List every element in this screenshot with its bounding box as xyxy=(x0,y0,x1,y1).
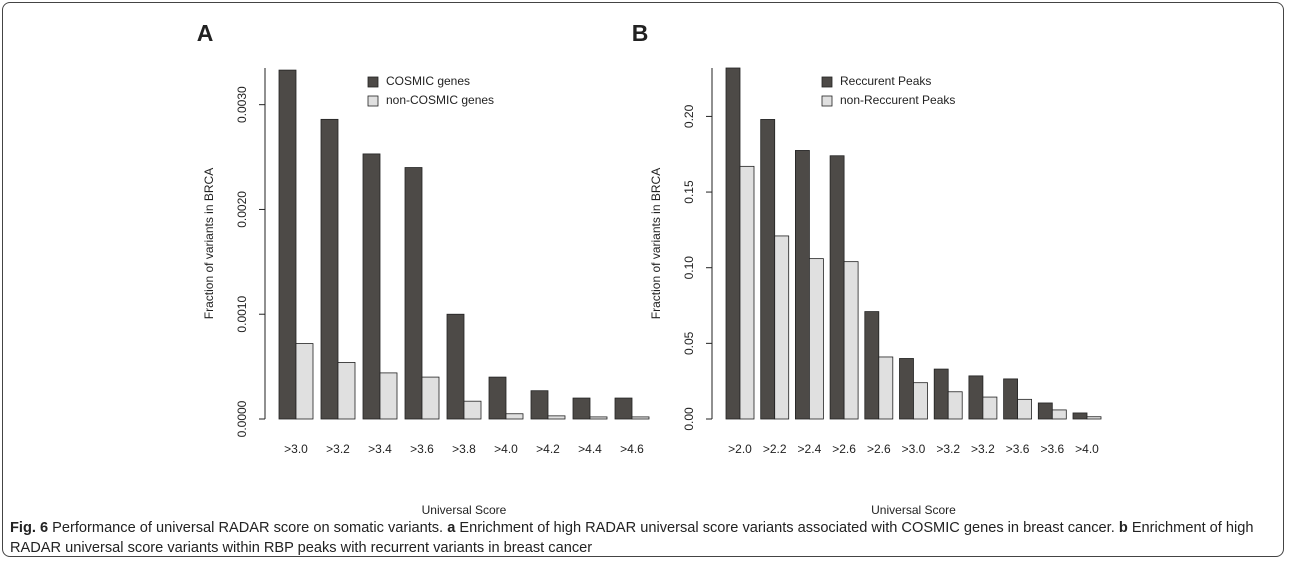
x-tick-label: >3.6 xyxy=(410,442,434,456)
y-tick-label: 0.15 xyxy=(682,180,696,204)
bar xyxy=(446,313,465,420)
x-tick-label: >4.4 xyxy=(578,442,602,456)
bar xyxy=(760,119,776,420)
x-axis-title: Universal Score xyxy=(422,503,507,515)
bar xyxy=(774,235,790,420)
legend-label: non-Reccurent Peaks xyxy=(840,93,955,107)
y-tick-label: 0.0030 xyxy=(235,86,249,123)
bar xyxy=(829,155,845,420)
legend-swatch xyxy=(821,95,833,107)
caption-title: Performance of universal RADAR score on … xyxy=(52,520,444,536)
bar xyxy=(295,343,314,420)
figure-frame xyxy=(2,2,1284,557)
x-tick-label: >2.0 xyxy=(728,442,752,456)
bar xyxy=(362,153,381,420)
caption-part-label: a xyxy=(447,520,456,536)
bar xyxy=(878,356,894,420)
bar xyxy=(488,376,507,420)
x-tick-label: >2.6 xyxy=(867,442,891,456)
x-tick-label: >3.2 xyxy=(326,442,350,456)
legend-swatch xyxy=(367,95,379,107)
bar xyxy=(278,69,297,420)
bar xyxy=(530,390,549,420)
caption-part-label: b xyxy=(1118,520,1128,536)
x-tick-label: >4.0 xyxy=(1075,442,1099,456)
y-tick-label: 0.0020 xyxy=(235,191,249,228)
x-tick-label: >3.6 xyxy=(1006,442,1030,456)
legend-label: non-COSMIC genes xyxy=(386,93,494,107)
bar xyxy=(631,416,650,420)
bar xyxy=(505,413,524,420)
x-tick-label: >3.0 xyxy=(284,442,308,456)
bar xyxy=(947,391,963,420)
x-tick-label: >4.2 xyxy=(536,442,560,456)
legend-swatch xyxy=(367,76,379,88)
y-tick-label: 0.0000 xyxy=(235,400,249,437)
bar xyxy=(864,311,880,420)
bar xyxy=(725,67,741,420)
bar xyxy=(739,165,755,420)
bar xyxy=(379,372,398,420)
x-tick-label: >2.6 xyxy=(832,442,856,456)
y-axis-title: Fraction of variants in BRCA xyxy=(202,168,216,319)
x-tick-label: >2.2 xyxy=(763,442,787,456)
bar xyxy=(843,261,859,420)
bar xyxy=(809,258,824,420)
y-tick-label: 0.0010 xyxy=(235,296,249,333)
x-tick-label: >3.2 xyxy=(971,442,995,456)
panel-label: B xyxy=(632,20,649,46)
panel-label: A xyxy=(197,20,214,46)
charts: A 0.0000 0.0010 0.0020 0.0030 Fraction of var… xyxy=(197,20,1102,515)
y-axis-title: Fraction of variants in BRCA xyxy=(649,168,663,319)
bar xyxy=(337,362,356,420)
caption-part-text: Enrichment of high RADAR universal score… xyxy=(10,520,1254,556)
x-tick-label: >3.2 xyxy=(936,442,960,456)
bar xyxy=(899,358,914,420)
x-tick-label: >3.0 xyxy=(902,442,926,456)
bar xyxy=(614,397,633,420)
bar xyxy=(463,400,482,420)
bar xyxy=(1003,378,1018,420)
x-tick-label: >3.6 xyxy=(1040,442,1064,456)
bar xyxy=(913,382,928,420)
x-tick-label: >3.4 xyxy=(368,442,392,456)
y-tick-label: 0.05 xyxy=(682,331,696,355)
bar xyxy=(795,150,810,420)
y-tick-label: 0.00 xyxy=(682,407,696,431)
bar xyxy=(1037,402,1053,420)
bar xyxy=(421,376,440,420)
bar xyxy=(968,375,984,420)
bar xyxy=(1072,412,1088,420)
bar xyxy=(982,396,998,420)
x-tick-label: >4.0 xyxy=(494,442,518,456)
x-axis-title: Universal Score xyxy=(871,503,956,515)
y-tick-label: 0.20 xyxy=(682,104,696,128)
bar xyxy=(320,118,339,420)
y-tick-label: 0.10 xyxy=(682,256,696,280)
legend-label: Reccurent Peaks xyxy=(840,74,931,88)
caption-label: Fig. 6 xyxy=(10,520,49,536)
x-tick-label: >3.8 xyxy=(452,442,476,456)
legend-label: COSMIC genes xyxy=(386,74,470,88)
bar xyxy=(933,368,949,420)
bar xyxy=(1051,409,1067,420)
x-tick-label: >2.4 xyxy=(798,442,822,456)
legend-swatch xyxy=(821,76,833,88)
caption-part-text: Enrichment of high RADAR universal score… xyxy=(459,520,1115,536)
bar xyxy=(547,415,566,420)
x-tick-label: >4.6 xyxy=(620,442,644,456)
bar xyxy=(589,416,608,420)
caption: Fig. 6 Performance of universal RADAR sc… xyxy=(10,518,1280,558)
bar xyxy=(404,167,423,420)
bar xyxy=(572,397,591,420)
bar xyxy=(1017,398,1032,420)
bar xyxy=(1086,416,1102,420)
